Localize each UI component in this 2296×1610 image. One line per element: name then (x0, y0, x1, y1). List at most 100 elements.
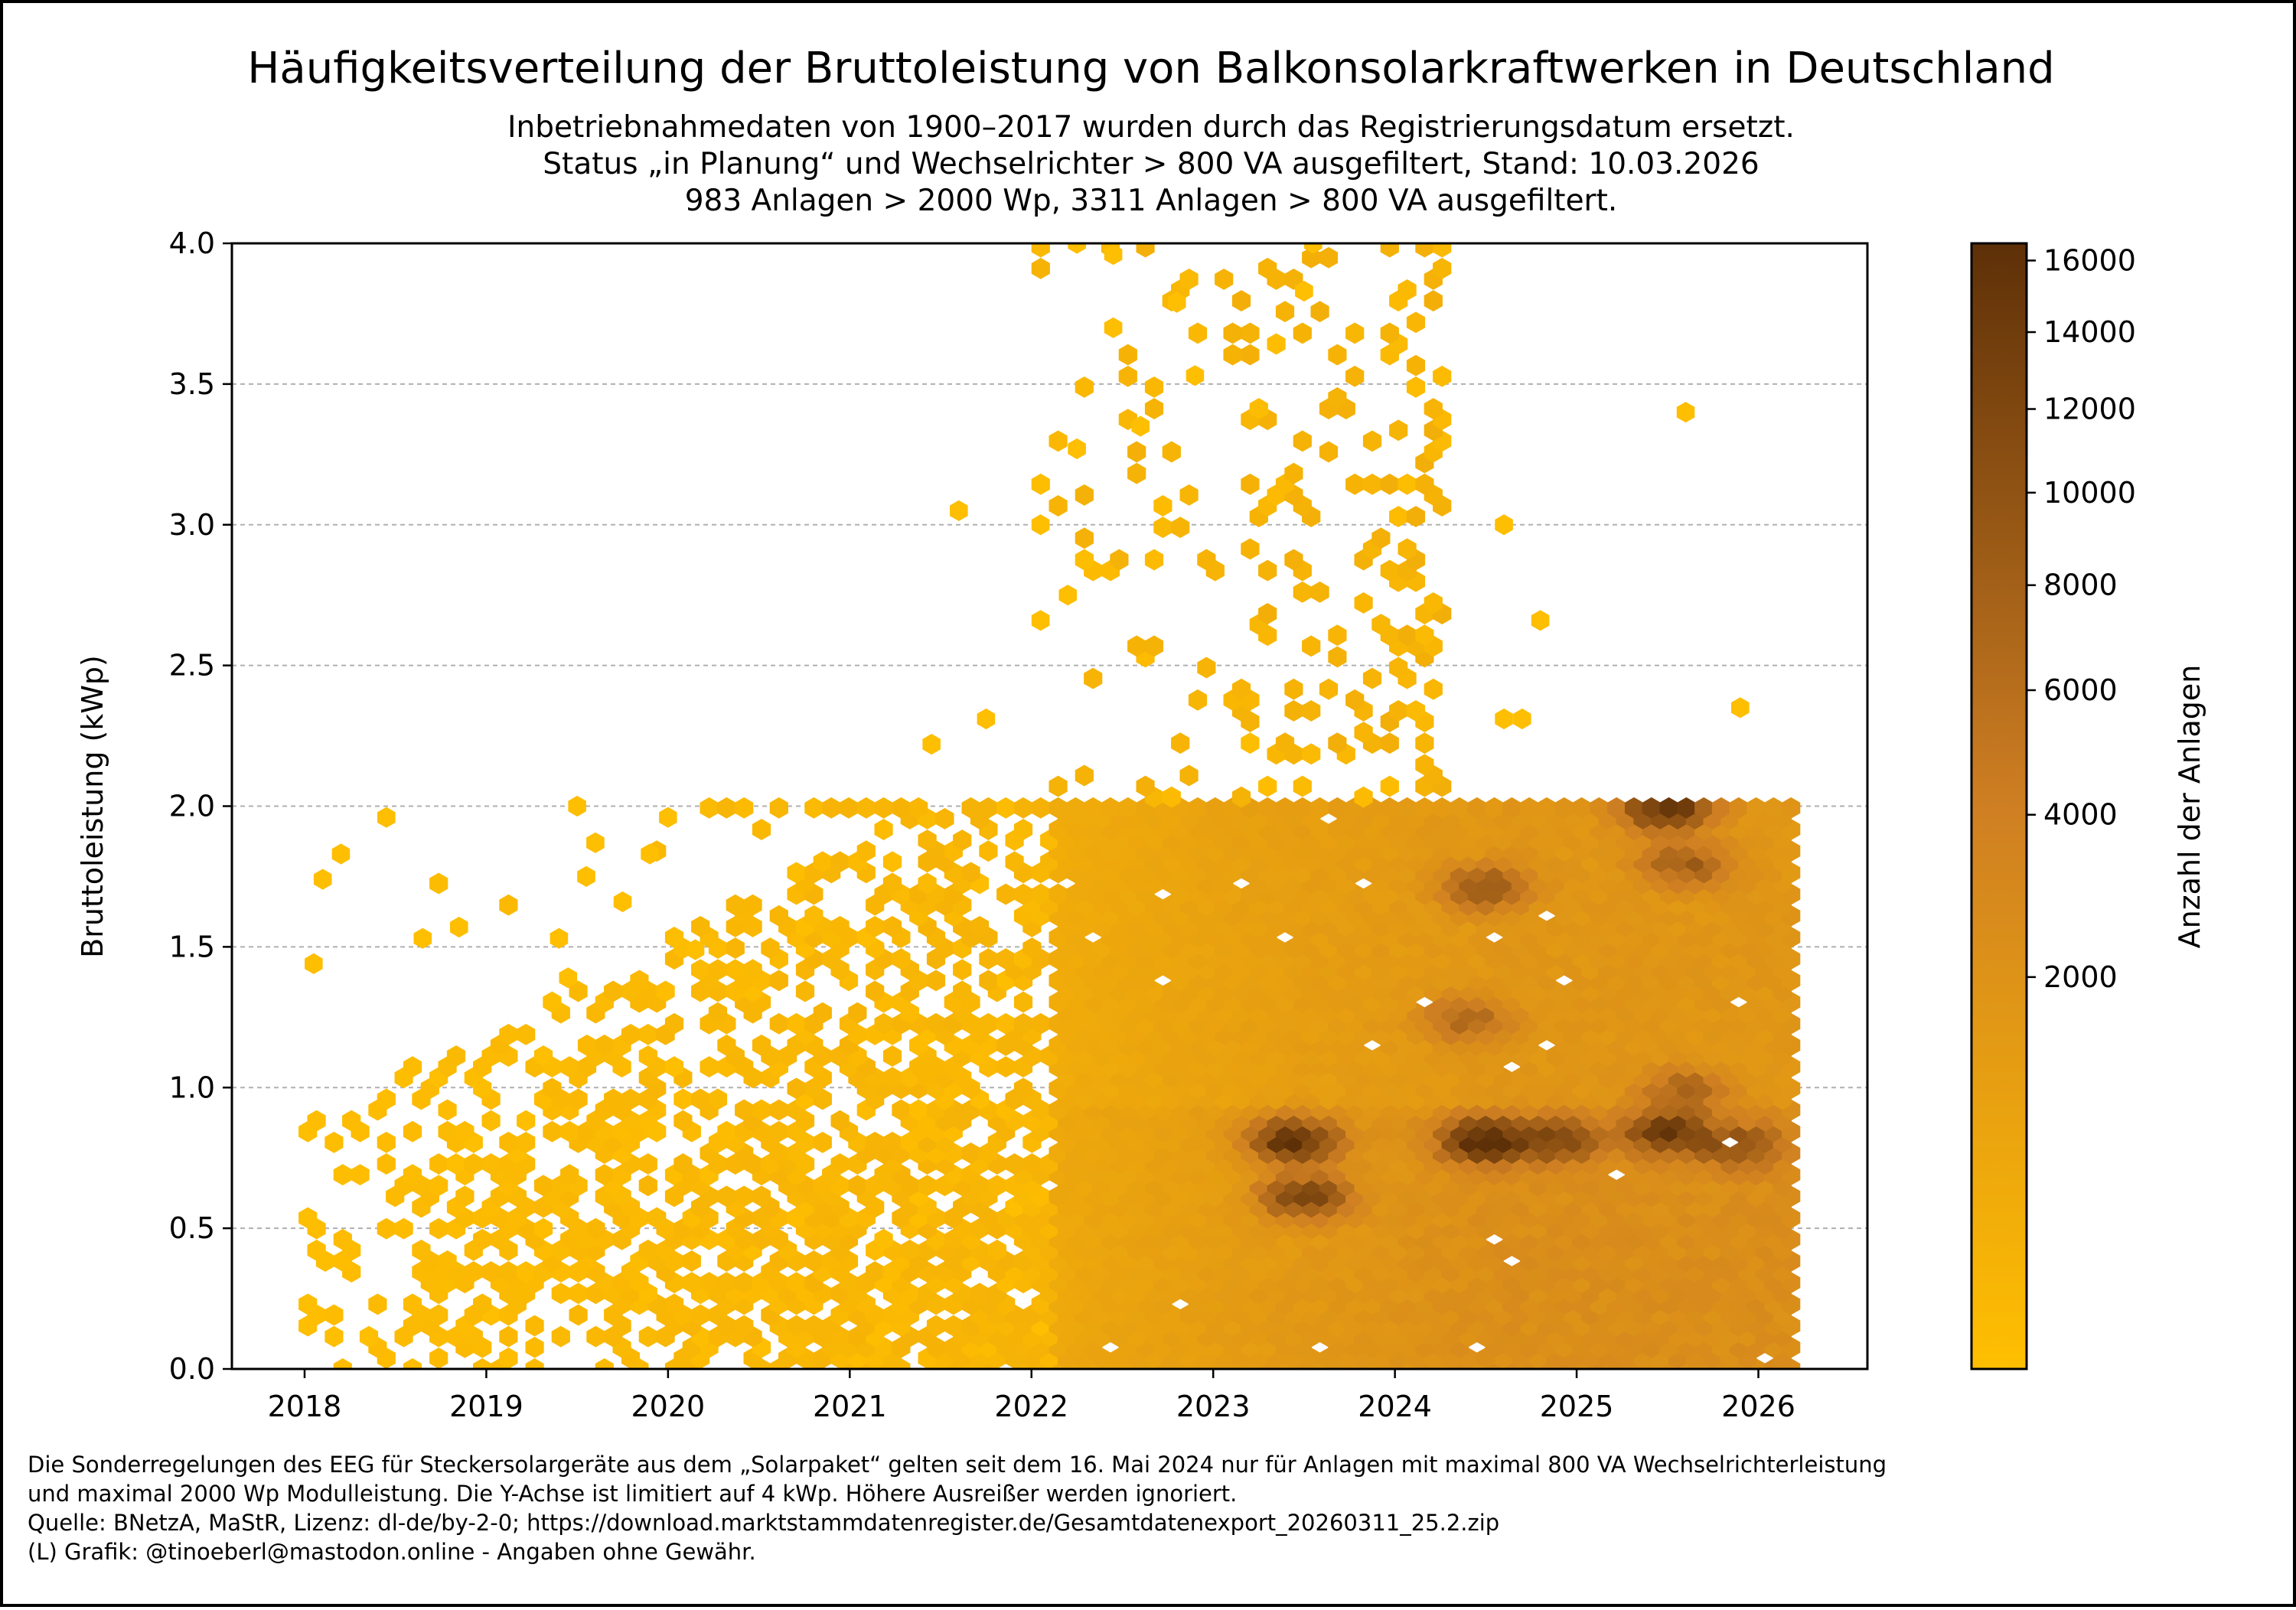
hexbin-cell (1258, 775, 1277, 797)
hexbin-cell (1241, 473, 1260, 495)
hexbin-cell (1049, 775, 1068, 797)
hexbin-cell (839, 797, 859, 819)
hexbin-cell (325, 1325, 344, 1348)
outlier-cell (922, 734, 941, 755)
y-tick-label: 3.0 (169, 508, 215, 542)
hexbin-cell (953, 959, 972, 981)
hexbin-cell (1223, 322, 1242, 344)
hexbin-cell (1241, 344, 1260, 366)
hexbin-cell (1031, 473, 1050, 495)
hexbin-cell (1293, 775, 1312, 797)
colorbar (1970, 242, 2028, 1370)
hexbin-cell (1406, 376, 1426, 398)
hexbin-cell (307, 1239, 326, 1261)
hexbin-cell (1406, 311, 1426, 334)
hexbin-cell (499, 1325, 518, 1348)
hexbin-cell (1241, 732, 1260, 754)
hexbin-cell (1084, 667, 1103, 689)
colorbar-label: Anzahl der Anlagen (2173, 665, 2206, 949)
hexbin-cell (1406, 354, 1426, 376)
hexbin-cell (1293, 581, 1312, 603)
hexbin-cell (1215, 268, 1234, 290)
hexbin-cell (1310, 581, 1329, 603)
hexbin-cell (517, 1110, 536, 1132)
hexbin-cell (595, 1358, 614, 1369)
colorbar-tick-label: 6000 (2043, 673, 2118, 707)
hexbin-cell (1424, 678, 1443, 700)
hexbin-cell (1319, 678, 1339, 700)
hexbin-cell (473, 1358, 492, 1369)
footer-source: Quelle: BNetzA, MaStR, Lizenz: dl-de/by-… (28, 1510, 1499, 1536)
hexbin-cell (1319, 441, 1339, 463)
hexbin-cell (1171, 732, 1190, 754)
hexbin-cell (1424, 290, 1443, 312)
hexbin-cell (1319, 246, 1339, 269)
hexbin-cell (769, 970, 788, 992)
hexbin-cell (351, 1164, 370, 1186)
hexbin-cell (752, 819, 771, 840)
outlier-cell (313, 869, 332, 890)
hexbin-cell (769, 797, 788, 819)
hexbin-cell (394, 1217, 413, 1240)
x-tick-label: 2018 (268, 1390, 342, 1423)
hexbin-cell (525, 1315, 544, 1337)
y-axis-label: Bruttoleistung (kWp) (76, 655, 109, 958)
hexbin-cell (700, 797, 719, 819)
hexbin-cell (1380, 775, 1399, 797)
hexbin-cell (726, 937, 745, 960)
x-tick-label: 2023 (1176, 1390, 1251, 1423)
hexbin-cell (1362, 430, 1382, 452)
hexbin-cell (551, 1282, 570, 1305)
y-tick-label: 3.5 (169, 367, 215, 401)
outlier-cell (377, 807, 396, 828)
hexbin-cell (1049, 495, 1068, 517)
hexbin-cell (735, 797, 754, 819)
hexbin-cell (1118, 344, 1137, 366)
hexbin-cell (856, 797, 876, 819)
hexbin-cell (1397, 473, 1417, 495)
hexbin-cell (429, 1217, 448, 1240)
outlier-cell (950, 500, 968, 521)
hexbin-cell (429, 1304, 448, 1326)
x-tick-label: 2026 (1721, 1390, 1795, 1423)
subtitle-line-1: Inbetriebnahmedaten von 1900–2017 wurden… (507, 110, 1795, 145)
outlier-cell (450, 917, 468, 938)
hexbin-cell (377, 1217, 396, 1240)
hexbin-cell (1293, 430, 1312, 452)
footer-line-1: Die Sonderregelungen des EEG für Stecker… (28, 1452, 1887, 1478)
hexbin-cell (804, 797, 823, 819)
hexbin-cell (1284, 678, 1303, 700)
hexbin-cell (987, 1239, 1006, 1261)
footer-credit: (L) Grafik: @tinoeberl@mastodon.online -… (28, 1539, 756, 1565)
hexbin-cell (1328, 646, 1347, 668)
hexbin-cell (359, 1325, 379, 1348)
hexbin-cell (325, 1304, 344, 1326)
hexbin-cell (1302, 635, 1321, 657)
outlier-cell (1513, 708, 1531, 730)
hexbin-cell (1075, 484, 1094, 506)
hexbin-cell (499, 894, 518, 916)
hexbin-cell (1127, 462, 1146, 484)
hexbin-cell (473, 1293, 492, 1315)
hexbin-cell (979, 840, 998, 862)
hexbin-cell (1354, 592, 1373, 614)
hexbin-cell (1415, 732, 1434, 754)
hexbin-cell (996, 883, 1016, 905)
hexbin-cell (1179, 484, 1199, 506)
hexbin-cell (438, 1099, 457, 1121)
hexbin-cell (333, 1164, 352, 1186)
hexbin-cell (1144, 549, 1164, 571)
hexbin-cell (1406, 506, 1426, 528)
colorbar-tick-label: 8000 (2043, 569, 2118, 602)
hexbin-cell (638, 1153, 657, 1175)
hexbin-cell (926, 970, 946, 992)
outlier-cell (1186, 365, 1205, 386)
y-tick-label: 0.0 (169, 1352, 215, 1386)
hexbin-cell (412, 1239, 431, 1261)
outlier-cell (659, 807, 677, 828)
hexbin-cell (1179, 764, 1199, 787)
hexbin-cell (1153, 495, 1172, 517)
hexbin-cell (1345, 473, 1365, 495)
y-tick-label: 2.5 (169, 649, 215, 683)
